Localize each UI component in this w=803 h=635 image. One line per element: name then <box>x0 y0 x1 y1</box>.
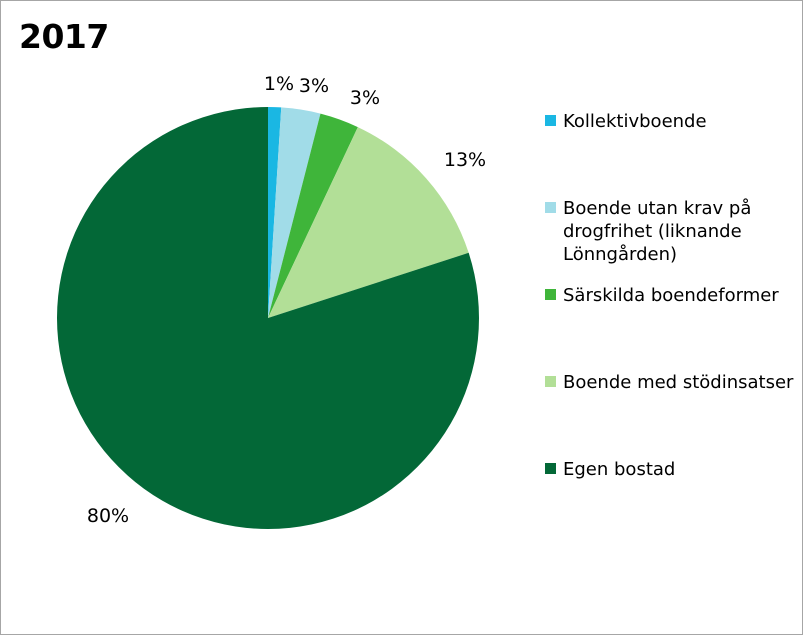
chart-title: 2017 <box>19 17 109 56</box>
legend-label: Särskilda boendeformer <box>563 285 779 306</box>
data-label-sarskilda-boendeformer: 3% <box>350 87 380 109</box>
pie-slice-kollektivboende <box>268 107 282 318</box>
pie-slice-sarskilda-boendeformer <box>268 113 358 318</box>
data-label-boende-utan-krav: 3% <box>299 75 329 97</box>
legend-swatch <box>545 202 556 213</box>
legend-label: Egen bostad <box>563 459 676 480</box>
legend-swatch <box>545 376 556 387</box>
legend-label: Boende utan krav på drogfrihet (liknande… <box>563 198 752 265</box>
legend-label: Kollektivboende <box>563 111 707 132</box>
pie-slice-boende-utan-krav <box>268 107 321 319</box>
legend-swatch <box>545 463 556 474</box>
data-label-kollektivboende: 1% <box>264 73 294 95</box>
legend-label: Boende med stödinsatser <box>563 372 794 393</box>
pie-slice-egen-bostad <box>56 107 479 529</box>
data-label-egen-bostad: 80% <box>87 505 129 527</box>
data-label-boende-med-stodinsatser: 13% <box>444 149 486 171</box>
legend-swatch <box>545 289 556 300</box>
legend-swatch <box>545 115 556 126</box>
pie-slice-boende-med-stodinsatser <box>268 127 469 319</box>
